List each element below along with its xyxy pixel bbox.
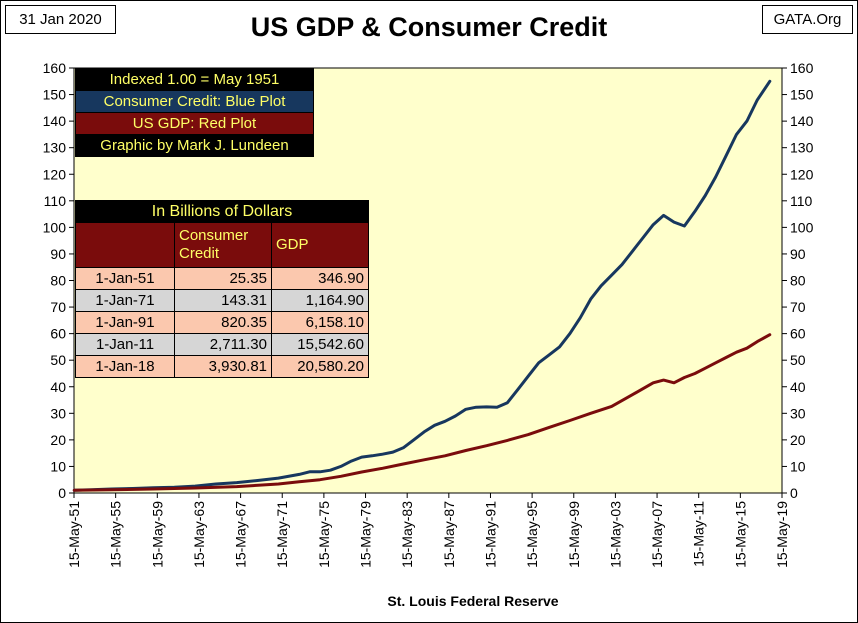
y-tick-label-right: 130 [790, 140, 814, 156]
row-consumer-credit: 143.31 [174, 289, 272, 312]
y-tick-label-right: 80 [790, 273, 806, 289]
x-tick-label: 15-May-63 [191, 501, 207, 568]
row-date: 1-Jan-51 [75, 267, 175, 290]
x-tick-label: 15-May-83 [399, 501, 415, 568]
y-tick-label-left: 20 [50, 432, 66, 448]
x-tick-label: 15-May-71 [274, 501, 290, 568]
y-tick-label-right: 10 [790, 458, 806, 474]
y-tick-label-left: 140 [43, 113, 67, 129]
y-tick-label-right: 20 [790, 432, 806, 448]
source-footer: St. Louis Federal Reserve [387, 593, 559, 609]
table-caption: In Billions of Dollars [75, 200, 369, 223]
right-y-axis: 0 10 20 30 40 50 60 70 80 90 100 110 120 130 140 150 160 [782, 60, 814, 501]
x-tick-label: 15-May-59 [149, 501, 165, 568]
y-tick-label-right: 70 [790, 299, 806, 315]
y-tick-label-right: 140 [790, 113, 814, 129]
x-tick-label: 15-May-07 [649, 501, 665, 568]
y-tick-label-right: 40 [790, 379, 806, 395]
row-consumer-credit: 25.35 [174, 267, 272, 290]
legend-gdp: US GDP: Red Plot [76, 113, 313, 135]
y-tick-label-left: 120 [43, 166, 67, 182]
x-axis: 15-May-51 15-May-55 15-May-59 15-May-63 15-M… [66, 493, 790, 568]
y-tick-label-left: 50 [50, 352, 66, 368]
series-layer [72, 79, 772, 492]
source-label: GATA.Org [762, 5, 853, 34]
x-tick-label: 15-May-75 [316, 501, 332, 568]
y-tick-label-right: 30 [790, 405, 806, 421]
x-tick-label: 15-May-99 [566, 501, 582, 568]
legend-credit-author: Graphic by Mark J. Lundeen [76, 135, 313, 156]
y-tick-label-left: 40 [50, 379, 66, 395]
y-tick-label-right: 100 [790, 219, 814, 235]
x-tick-label: 15-May-51 [66, 501, 82, 568]
y-tick-label-left: 60 [50, 326, 66, 342]
legend-index-note: Indexed 1.00 = May 1951 [76, 69, 313, 91]
table-header-consumer-credit: Consumer Credit [174, 222, 272, 268]
y-tick-label-left: 0 [58, 485, 66, 501]
x-tick-label: 15-May-19 [774, 501, 790, 568]
row-consumer-credit: 820.35 [174, 311, 272, 334]
row-date: 1-Jan-71 [75, 289, 175, 312]
row-consumer-credit: 2,711.30 [174, 333, 272, 356]
y-tick-label-left: 160 [43, 60, 67, 76]
y-tick-label-left: 110 [44, 193, 67, 209]
y-tick-label-left: 30 [50, 405, 66, 421]
row-date: 1-Jan-91 [75, 311, 175, 334]
data-table: In Billions of Dollars Consumer Credit G… [75, 200, 369, 378]
y-tick-label-right: 60 [790, 326, 806, 342]
date-label: 31 Jan 2020 [5, 5, 116, 34]
table-row: 1-Jan-91 820.35 6,158.10 [75, 311, 369, 334]
table-row: 1-Jan-51 25.35 346.90 [75, 267, 369, 290]
y-tick-label-right: 110 [790, 193, 813, 209]
x-tick-label: 15-May-15 [732, 501, 748, 568]
x-tick-label: 15-May-87 [441, 501, 457, 568]
row-consumer-credit: 3,930.81 [174, 355, 272, 378]
row-gdp: 1,164.90 [271, 289, 369, 312]
y-tick-label-left: 70 [50, 299, 66, 315]
legend: Indexed 1.00 = May 1951 Consumer Credit:… [75, 68, 314, 157]
x-tick-label: 15-May-11 [691, 501, 707, 567]
y-tick-label-right: 120 [790, 166, 814, 182]
y-tick-label-left: 80 [50, 273, 66, 289]
x-tick-label: 15-May-91 [482, 501, 498, 568]
y-tick-label-right: 0 [790, 485, 798, 501]
y-tick-label-left: 10 [50, 458, 66, 474]
x-tick-label: 15-May-79 [358, 501, 374, 568]
row-gdp: 15,542.60 [271, 333, 369, 356]
chart-title: US GDP & Consumer Credit [250, 12, 608, 42]
row-date: 1-Jan-11 [75, 333, 175, 356]
series-line-us-gdp [72, 333, 772, 492]
left-y-axis: 0 10 20 30 40 50 60 70 80 90 100 110 120 130 140 150 160 [43, 60, 74, 501]
y-tick-label-left: 100 [43, 219, 67, 235]
x-tick-label: 15-May-67 [233, 501, 249, 568]
row-gdp: 346.90 [271, 267, 369, 290]
table-header-date [75, 222, 175, 268]
x-tick-label: 15-May-55 [108, 501, 124, 568]
x-tick-label: 15-May-95 [524, 501, 540, 568]
row-date: 1-Jan-18 [75, 355, 175, 378]
y-tick-label-right: 160 [790, 60, 814, 76]
y-tick-label-right: 90 [790, 246, 806, 262]
row-gdp: 6,158.10 [271, 311, 369, 334]
table-header-gdp: GDP [271, 222, 369, 268]
table-row: 1-Jan-71 143.31 1,164.90 [75, 289, 369, 312]
table-row: 1-Jan-11 2,711.30 15,542.60 [75, 333, 369, 356]
y-tick-label-right: 50 [790, 352, 806, 368]
row-gdp: 20,580.20 [271, 355, 369, 378]
table-row: 1-Jan-18 3,930.81 20,580.20 [75, 355, 369, 378]
y-tick-label-left: 150 [43, 87, 67, 103]
legend-consumer-credit: Consumer Credit: Blue Plot [76, 91, 313, 113]
series-line-consumer-credit [72, 79, 772, 492]
y-tick-label-right: 150 [790, 87, 814, 103]
y-tick-label-left: 90 [50, 246, 66, 262]
y-tick-label-left: 130 [43, 140, 67, 156]
x-tick-label: 15-May-03 [607, 501, 623, 568]
